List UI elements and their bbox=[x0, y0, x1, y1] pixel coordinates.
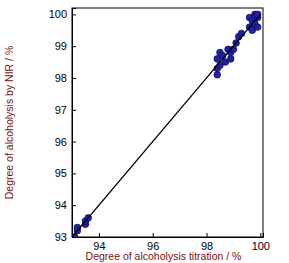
point bbox=[214, 71, 221, 78]
y-tick: 97 bbox=[55, 104, 76, 116]
y-tick-label: 94 bbox=[55, 199, 67, 211]
x-tick-label: 100 bbox=[252, 240, 270, 252]
x-tick-mark bbox=[99, 233, 100, 237]
x-tick-mark bbox=[153, 233, 154, 237]
y-tick-mark bbox=[72, 173, 76, 174]
y-tick: 96 bbox=[55, 136, 76, 148]
y-tick-mark bbox=[72, 205, 76, 206]
y-axis: 93 94 95 96 97 98 99 100 bbox=[49, 8, 76, 243]
y-tick-label: 97 bbox=[55, 104, 67, 116]
y-tick: 94 bbox=[55, 199, 76, 211]
x-axis: 94 96 98 100 bbox=[73, 233, 270, 252]
y-tick: 98 bbox=[55, 72, 76, 84]
y-tick-label: 100 bbox=[49, 8, 67, 20]
y-tick-mark bbox=[72, 14, 76, 15]
x-axis-line bbox=[73, 233, 264, 238]
x-tick: 94 bbox=[93, 233, 105, 252]
x-tick: 98 bbox=[201, 233, 213, 252]
y-tick-label: 95 bbox=[55, 167, 67, 179]
y-axis-title: Degree of alcoholysis by NIR / % bbox=[3, 46, 15, 199]
point bbox=[227, 56, 234, 63]
y-tick: 100 bbox=[49, 8, 76, 20]
chart: 94 96 98 100 93 94 95 96 97 98 99 100 Degree of alco… bbox=[0, 0, 289, 263]
y-axis-line bbox=[73, 9, 77, 238]
x-tick: 100 bbox=[252, 233, 270, 252]
x-axis-title: Degree of alcoholysis titration / % bbox=[86, 250, 242, 262]
y-tick-mark bbox=[72, 237, 76, 238]
y-tick-label: 96 bbox=[55, 136, 67, 148]
y-tick-mark bbox=[72, 110, 76, 111]
y-tick: 95 bbox=[55, 167, 76, 179]
y-tick-mark bbox=[72, 142, 76, 143]
y-tick-label: 93 bbox=[55, 231, 67, 243]
plot-area bbox=[72, 11, 261, 237]
y-tick: 93 bbox=[55, 231, 76, 243]
x-tick: 96 bbox=[147, 233, 159, 252]
point bbox=[254, 24, 261, 31]
x-tick-mark bbox=[260, 233, 261, 237]
y-tick-label: 99 bbox=[55, 40, 67, 52]
y-tick-mark bbox=[72, 78, 76, 79]
x-tick-mark bbox=[207, 233, 208, 237]
y-tick-mark bbox=[72, 46, 76, 47]
fit-line bbox=[72, 14, 260, 237]
y-tick-label: 98 bbox=[55, 72, 67, 84]
y-tick: 99 bbox=[55, 40, 76, 52]
plot-frame bbox=[72, 8, 263, 237]
